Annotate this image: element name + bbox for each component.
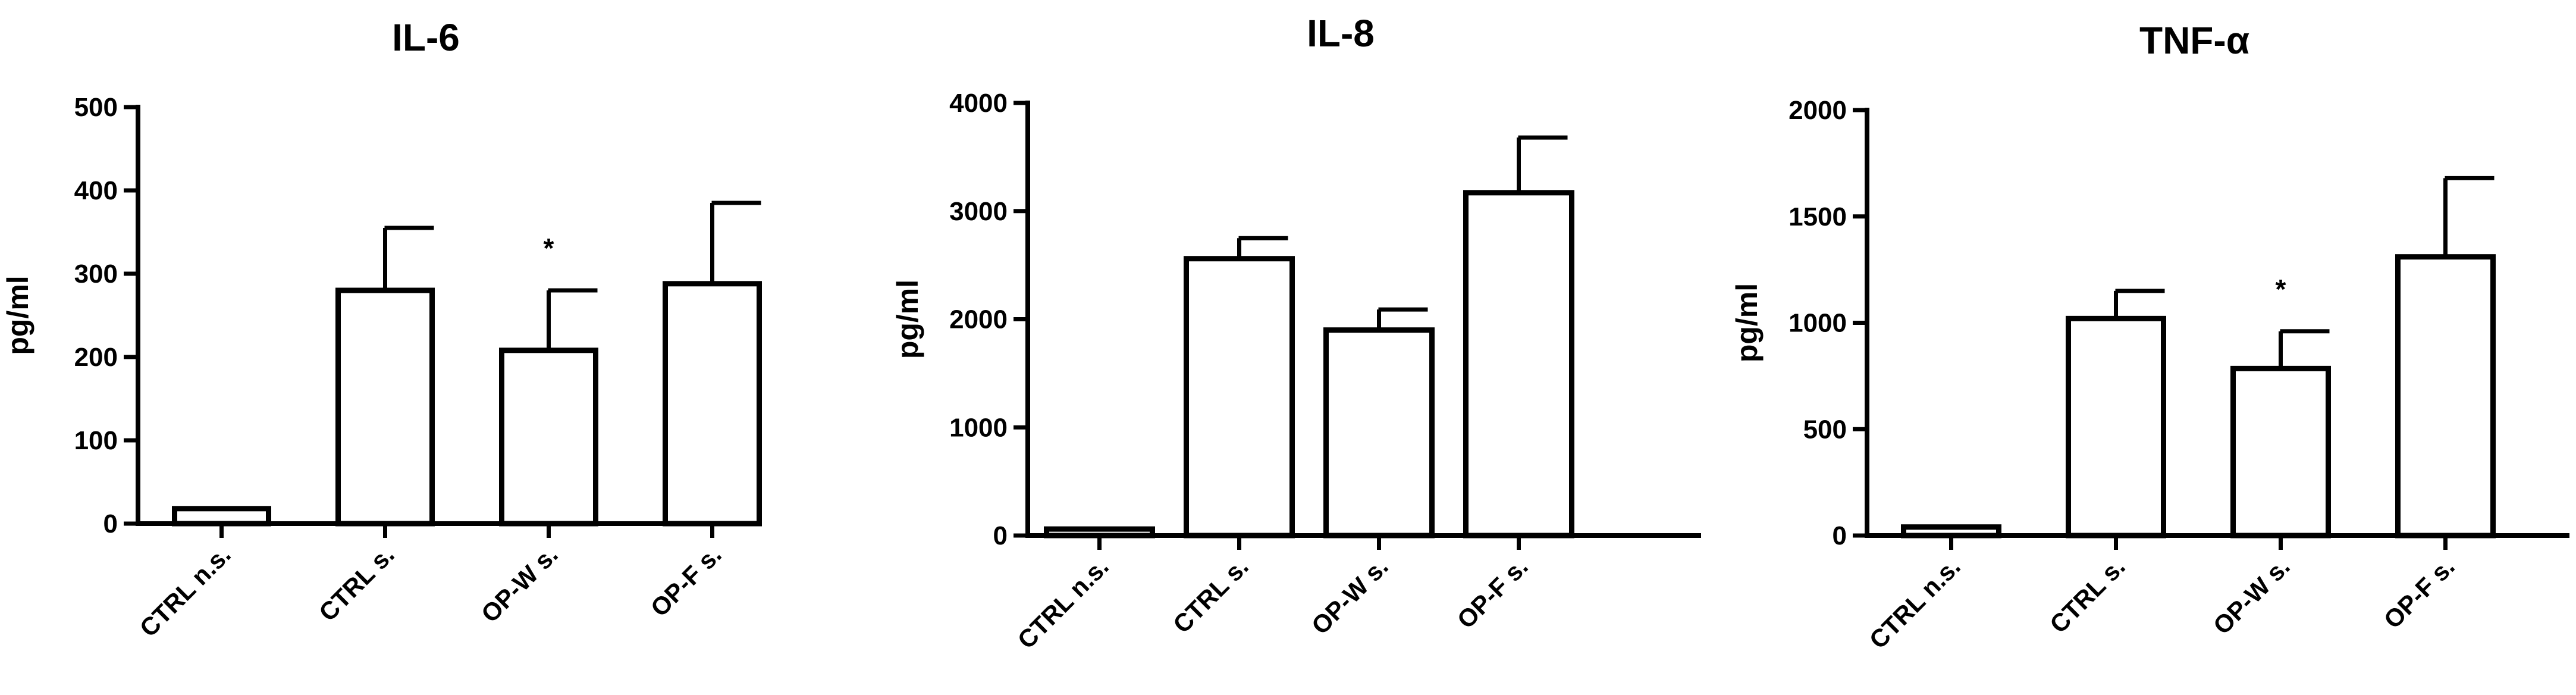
chart-panel-1: IL-6 pg/ml * 0 100 200 300 400 500 CTRL n.s. CTRL … bbox=[1, 16, 762, 642]
y-tick-label: 0 bbox=[103, 509, 118, 539]
x-tick-label: CTRL n.s. bbox=[134, 540, 236, 642]
x-tick-label: OP-W s. bbox=[2208, 552, 2295, 640]
chart-title: IL-6 bbox=[392, 16, 460, 59]
x-tick-label: OP-F s. bbox=[645, 540, 727, 622]
x-tick-label: OP-F s. bbox=[1452, 552, 1533, 634]
bar bbox=[2066, 315, 2166, 539]
y-tick-label: 500 bbox=[1803, 415, 1847, 444]
significance-marker: * bbox=[544, 233, 554, 264]
x-tick-label: OP-W s. bbox=[476, 540, 563, 628]
y-tick-label: 100 bbox=[74, 426, 118, 455]
bar bbox=[1323, 327, 1435, 539]
y-tick-label: 2000 bbox=[949, 305, 1008, 334]
y-tick-label: 2000 bbox=[1789, 96, 1847, 125]
y-tick-label: 4000 bbox=[949, 89, 1008, 118]
y-tick-label: 1500 bbox=[1789, 202, 1847, 231]
y-tick-label: 3000 bbox=[949, 197, 1008, 226]
y-tick-label: 500 bbox=[74, 93, 118, 122]
y-tick-label: 1000 bbox=[1789, 309, 1847, 338]
chart-panel-3: TNF-α pg/ml * 0 500 1000 1500 2000 CTRL n.s. CTRL… bbox=[1730, 19, 2569, 654]
chart-title: TNF-α bbox=[2139, 19, 2249, 62]
x-tick-label: OP-W s. bbox=[1306, 552, 1394, 640]
bar bbox=[663, 281, 762, 527]
y-tick-label: 200 bbox=[74, 343, 118, 372]
significance-marker: * bbox=[2276, 274, 2286, 305]
y-tick-label: 400 bbox=[74, 176, 118, 205]
bar bbox=[1184, 256, 1295, 539]
x-tick-label: CTRL s. bbox=[1168, 552, 1254, 638]
bar bbox=[2395, 254, 2496, 539]
y-tick-label: 300 bbox=[74, 259, 118, 289]
bar bbox=[335, 287, 435, 527]
y-axis-label: pg/ml bbox=[891, 280, 924, 359]
chart-panel-2: IL-8 pg/ml 0 1000 2000 3000 4000 CTRL n.s. CTRL … bbox=[891, 12, 1701, 654]
x-tick-label: CTRL n.s. bbox=[1864, 552, 1966, 654]
y-tick-label: 0 bbox=[993, 521, 1008, 550]
x-tick-label: OP-F s. bbox=[2379, 552, 2460, 634]
y-axis-label: pg/ml bbox=[1, 276, 34, 355]
chart-title: IL-8 bbox=[1307, 12, 1375, 55]
x-tick-label: CTRL s. bbox=[313, 540, 400, 627]
bar bbox=[1463, 190, 1574, 539]
y-tick-label: 0 bbox=[1833, 521, 1847, 550]
bar bbox=[2230, 365, 2331, 539]
x-tick-label: CTRL s. bbox=[2044, 552, 2131, 638]
x-tick-label: CTRL n.s. bbox=[1012, 552, 1114, 654]
y-axis-label: pg/ml bbox=[1730, 283, 1764, 362]
y-tick-label: 1000 bbox=[949, 413, 1008, 442]
bar bbox=[499, 348, 598, 527]
